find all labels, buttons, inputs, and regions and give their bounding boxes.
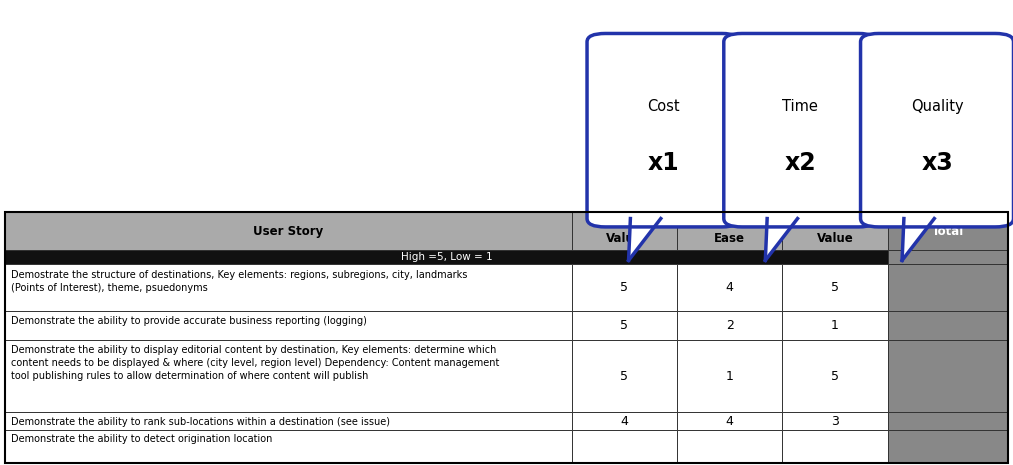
Bar [5,212,571,251]
Bar [571,412,677,430]
Text: Demonstrate the ability to display editorial content by destination, Key element: Demonstrate the ability to display edito… [11,345,496,355]
Bar [571,311,677,339]
Bar [887,412,1008,430]
Polygon shape [628,219,660,260]
Bar [887,212,1008,251]
Text: User
Value: User Value [816,217,853,245]
Text: x3: x3 [921,151,953,175]
Text: User Story: User Story [253,225,323,238]
Bar [782,212,887,251]
Polygon shape [766,219,797,260]
Text: 5: 5 [831,281,839,294]
Text: Business
Value: Business Value [595,217,653,245]
Bar [571,264,677,311]
Text: content needs to be displayed & where (city level, region level) Dependency: Con: content needs to be displayed & where (c… [11,358,499,368]
Bar [677,430,782,463]
Text: 2: 2 [725,319,733,332]
Bar [571,212,677,251]
Bar [782,339,887,412]
Text: Cost: Cost [647,100,680,114]
Bar [5,311,571,339]
Bar [5,339,571,412]
Bar [782,412,887,430]
Bar [782,311,887,339]
Polygon shape [903,219,934,260]
Text: Technical
Ease: Technical Ease [699,217,761,245]
Text: 4: 4 [620,415,628,428]
Bar [677,339,782,412]
Bar [887,311,1008,339]
Text: 4: 4 [725,415,733,428]
Text: Time: Time [782,100,819,114]
FancyBboxPatch shape [588,33,739,227]
Text: tool publishing rules to allow determination of where content will publish: tool publishing rules to allow determina… [11,371,369,381]
Text: Total: Total [932,225,964,238]
Text: 5: 5 [620,319,628,332]
Bar [5,412,571,430]
Text: 1: 1 [725,370,733,383]
Text: Demostrate the structure of destinations, Key elements: regions, subregions, cit: Demostrate the structure of destinations… [11,270,468,280]
Text: Demonstrate the ability to provide accurate business reporting (logging): Demonstrate the ability to provide accur… [11,316,367,326]
Text: Demonstrate the ability to detect origination location: Demonstrate the ability to detect origin… [11,434,272,444]
Bar [887,251,1008,264]
Text: 5: 5 [831,370,839,383]
Bar [887,430,1008,463]
FancyBboxPatch shape [723,33,877,227]
Bar [887,264,1008,311]
Text: High =5, Low = 1: High =5, Low = 1 [400,252,492,262]
Bar [5,212,1008,463]
Text: 3: 3 [831,415,839,428]
Text: x2: x2 [784,151,816,175]
Bar [677,212,782,251]
Bar [5,430,571,463]
Bar [5,251,887,264]
FancyBboxPatch shape [861,33,1013,227]
Bar [677,311,782,339]
Bar [677,264,782,311]
Bar [571,339,677,412]
Text: x1: x1 [647,151,680,175]
Text: Demonstrate the ability to rank sub-locations within a destination (see issue): Demonstrate the ability to rank sub-loca… [11,417,390,427]
Text: Quality: Quality [911,100,963,114]
Text: (Points of Interest), theme, psuedonyms: (Points of Interest), theme, psuedonyms [11,283,208,293]
Bar [677,412,782,430]
Text: 5: 5 [620,370,628,383]
Text: 1: 1 [831,319,839,332]
Bar [782,430,887,463]
Text: 5: 5 [620,281,628,294]
Bar [782,264,887,311]
Bar [887,339,1008,412]
Bar [571,430,677,463]
Text: 4: 4 [725,281,733,294]
Bar [5,264,571,311]
